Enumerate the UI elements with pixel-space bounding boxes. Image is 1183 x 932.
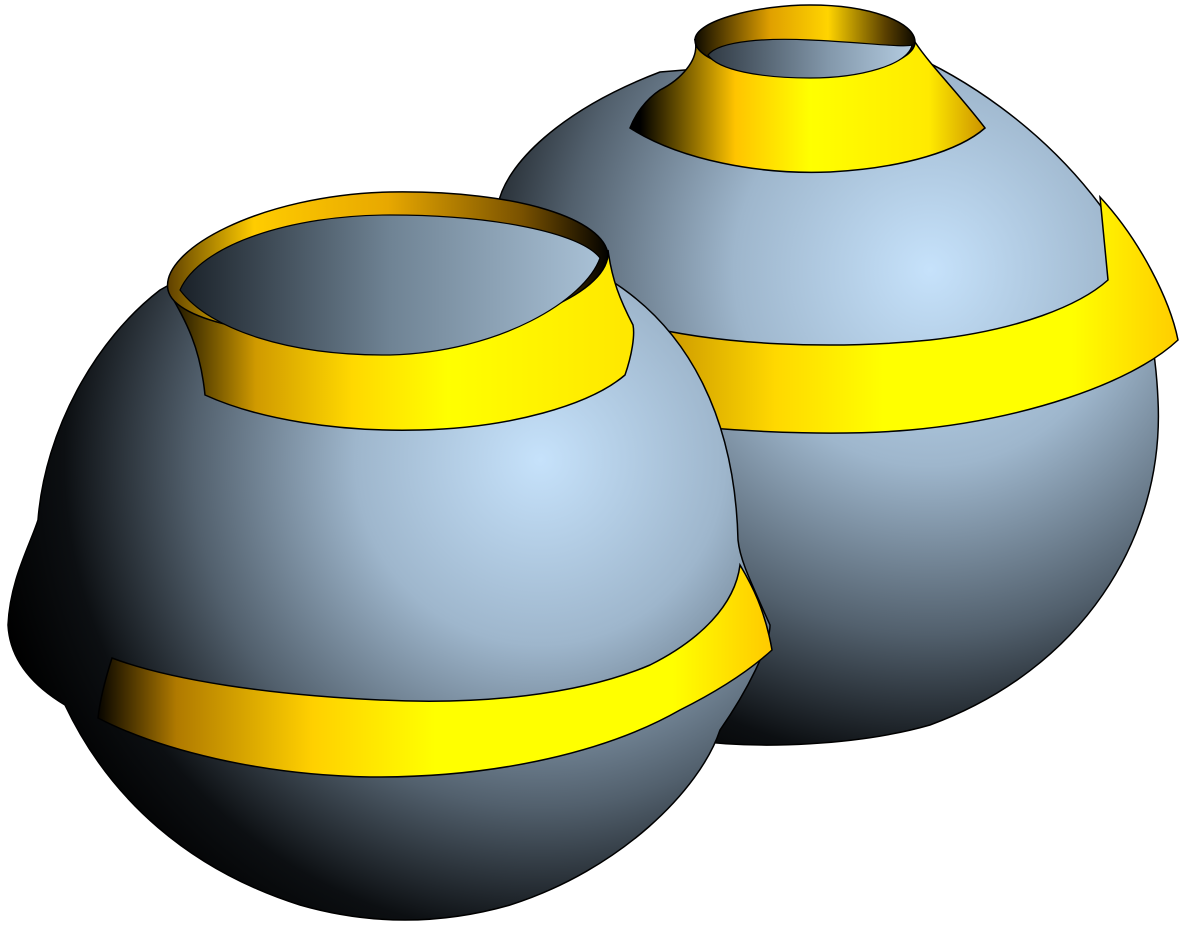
sphere-left-lower-band xyxy=(97,562,773,778)
sphere-right-inner-cap xyxy=(707,38,913,79)
sphere-left xyxy=(7,191,773,921)
sphere-right xyxy=(497,4,1179,746)
sphere-left-inner-cap xyxy=(179,214,601,356)
